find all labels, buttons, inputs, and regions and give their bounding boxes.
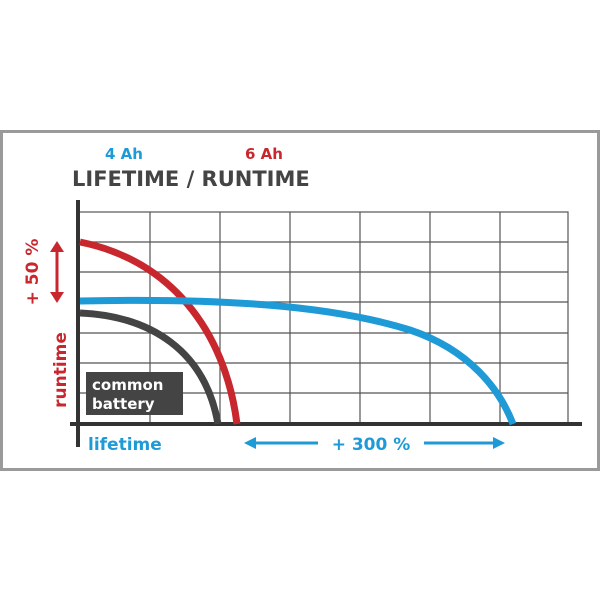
x-axis-label: lifetime xyxy=(88,435,162,455)
runtime-arrow xyxy=(50,241,64,303)
curve-4ah xyxy=(79,296,517,426)
lifetime-gain: + 300 % xyxy=(332,435,411,455)
y-axis-label: runtime xyxy=(51,332,71,408)
runtime-gain: + 50 % xyxy=(23,239,43,306)
common-box xyxy=(86,372,183,415)
lifetime-arrow xyxy=(244,437,505,449)
curve-6ah xyxy=(79,238,241,425)
common-label: common xyxy=(92,376,163,394)
capacity-4ah: 4 Ah xyxy=(105,145,143,163)
common-label: battery xyxy=(92,395,155,413)
title: LIFETIME / RUNTIME xyxy=(72,167,310,191)
common-curve xyxy=(79,309,222,425)
capacity-6ah: 6 Ah xyxy=(245,145,283,163)
